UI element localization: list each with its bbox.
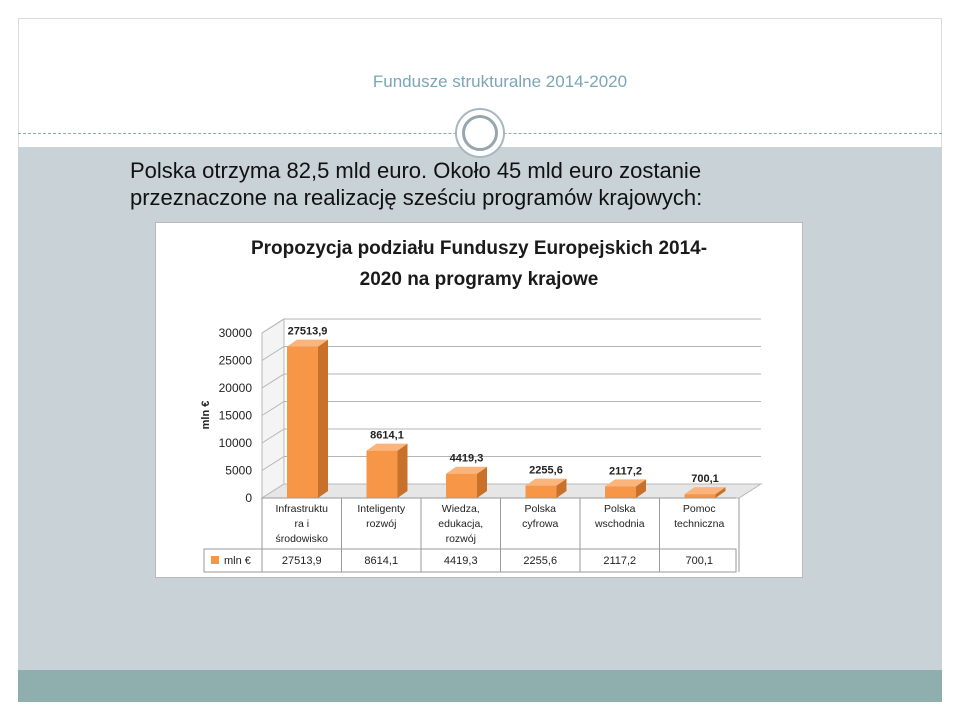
data-label: 2117,2 xyxy=(609,465,642,477)
gridline xyxy=(261,428,761,444)
data-label: 2255,6 xyxy=(529,465,563,477)
x-tick-label: Inteligenty xyxy=(357,503,406,515)
x-tick-label: ra i xyxy=(294,518,309,530)
intro-text: Polska otrzyma 82,5 mld euro. Około 45 m… xyxy=(130,157,830,211)
bar xyxy=(684,494,716,498)
bar-side xyxy=(636,479,646,498)
data-table-value: 2255,6 xyxy=(523,555,557,567)
x-tick-label: środowisko xyxy=(275,533,328,545)
x-tick-label: techniczna xyxy=(674,518,724,530)
data-table-value: 8614,1 xyxy=(364,555,398,567)
bar xyxy=(525,485,557,498)
bar-side xyxy=(397,443,408,498)
x-tick-label: edukacja, xyxy=(438,518,483,530)
x-tick-label: Polska xyxy=(604,503,636,515)
intro-line-1: Polska otrzyma 82,5 mld euro. Około 45 m… xyxy=(130,158,702,183)
chart-panel: Propozycja podziału Funduszy Europejskic… xyxy=(155,222,803,578)
data-table-value: 4419,3 xyxy=(444,555,478,567)
x-tick-label: rozwój xyxy=(446,533,476,545)
gridline xyxy=(261,456,761,471)
gridline xyxy=(261,318,761,334)
y-tick-label: 25000 xyxy=(219,354,253,368)
data-table-value: 2117,2 xyxy=(603,555,636,567)
y-tick-label: 30000 xyxy=(219,326,253,340)
x-tick-label: Polska xyxy=(524,503,556,515)
bar-top xyxy=(366,443,408,451)
bar-side xyxy=(318,339,328,498)
x-tick-label: Wiedza, xyxy=(442,503,480,515)
bar-chart: Propozycja podziału Funduszy Europejskic… xyxy=(200,238,763,573)
y-tick-label: 15000 xyxy=(219,409,253,423)
data-table-value: 700,1 xyxy=(685,555,713,567)
y-tick-label: 20000 xyxy=(219,381,253,395)
data-label: 700,1 xyxy=(691,473,719,485)
legend-entry: mln € xyxy=(224,555,251,567)
legend-swatch xyxy=(211,556,219,564)
x-tick-label: cyfrowa xyxy=(522,518,558,530)
circle-ornament-icon xyxy=(455,108,505,158)
gridline xyxy=(261,346,761,361)
bar-top xyxy=(287,339,328,347)
header-title: Fundusze strukturalne 2014-2020 xyxy=(372,72,628,91)
gridline xyxy=(261,373,761,389)
y-tick-label: 10000 xyxy=(219,436,253,450)
x-tick-label: wschodnia xyxy=(594,518,645,530)
bar-top xyxy=(446,466,487,474)
bar-top xyxy=(684,487,726,495)
y-tick-label: 0 xyxy=(245,491,252,505)
y-axis-label: mln € xyxy=(200,401,212,430)
data-table-value: 27513,9 xyxy=(282,555,322,567)
bar xyxy=(446,473,477,498)
y-tick-label: 5000 xyxy=(225,464,252,478)
data-label: 27513,9 xyxy=(288,326,328,338)
bar xyxy=(287,346,318,498)
bar-side xyxy=(556,478,567,498)
gridline xyxy=(261,401,761,416)
x-tick-label: Infrastruktu xyxy=(275,503,328,515)
bar xyxy=(366,450,398,498)
intro-line-2: przeznaczone na realizację sześciu progr… xyxy=(130,185,703,210)
footer-bar xyxy=(18,670,942,702)
data-label: 8614,1 xyxy=(370,430,404,442)
data-label: 4419,3 xyxy=(450,453,484,465)
bar-side xyxy=(715,487,726,498)
bar-side xyxy=(477,466,487,498)
x-tick-label: Pomoc xyxy=(683,503,716,515)
bar xyxy=(605,486,636,498)
bar-top xyxy=(525,478,567,486)
bar-top xyxy=(605,479,646,487)
chart-title-line: 2020 na programy krajowe xyxy=(360,269,599,290)
chart-title-line: Propozycja podziału Funduszy Europejskic… xyxy=(251,238,707,259)
data-table-row xyxy=(203,548,737,573)
x-tick-label: rozwój xyxy=(366,518,396,530)
